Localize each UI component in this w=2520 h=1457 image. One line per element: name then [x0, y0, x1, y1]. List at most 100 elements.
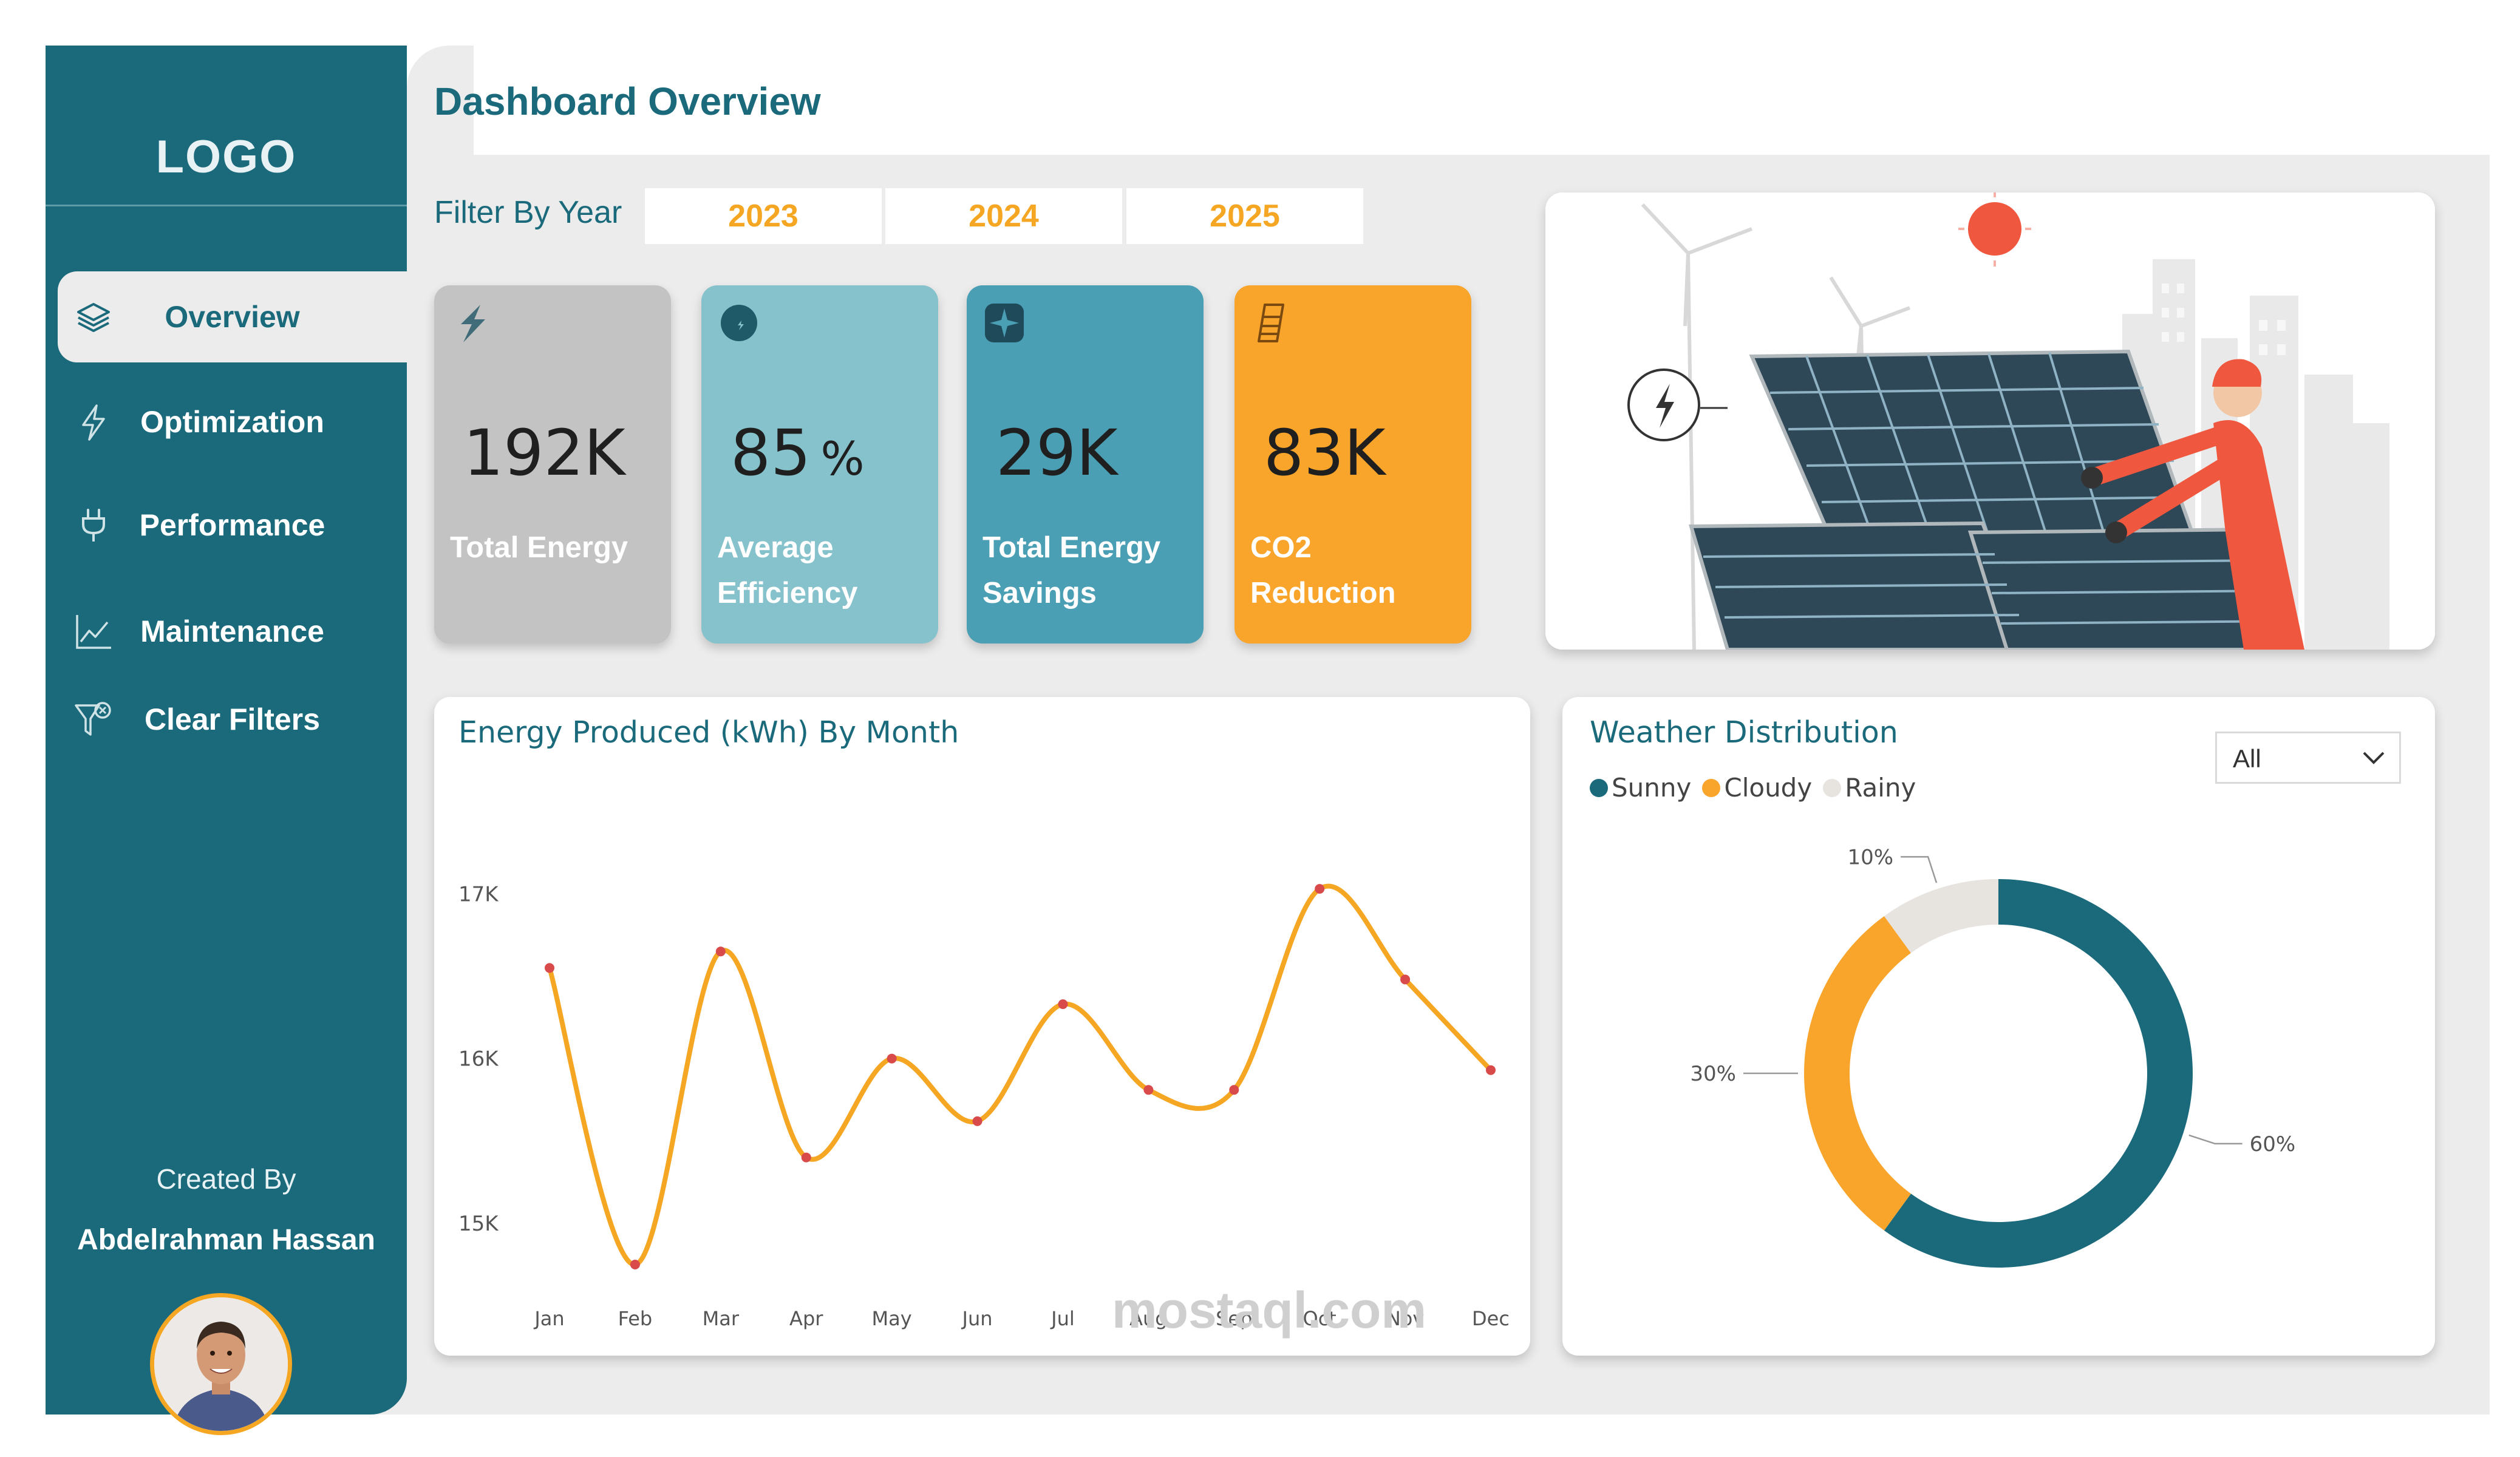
- donut-slice-rainy[interactable]: [1884, 879, 1998, 953]
- person-photo-icon: [154, 1297, 288, 1431]
- kpi-value: 29K: [996, 416, 1118, 490]
- chart-legend: Sunny Cloudy Rainy: [1590, 773, 1927, 803]
- kpi-label: Average Efficiency: [717, 531, 858, 610]
- kpi-total-energy: 192K Total Energy: [434, 285, 671, 644]
- data-label: 30%: [1690, 1062, 1736, 1086]
- chevron-down-icon: [2363, 752, 2385, 764]
- bolt-icon: [82, 404, 105, 441]
- year-filter-2023[interactable]: 2023: [645, 188, 882, 244]
- data-point[interactable]: [1229, 1085, 1239, 1095]
- kpi-number: 85: [730, 416, 811, 490]
- sidebar-item-performance[interactable]: Performance: [58, 480, 407, 571]
- legend-item-sunny[interactable]: Sunny: [1590, 773, 1691, 803]
- weather-donut-chart: 60% 30% 10%: [1690, 845, 2296, 1268]
- battery-icon: [1258, 304, 1284, 342]
- kpi-co2-reduction: 83K CO2 Reduction: [1234, 285, 1471, 644]
- leaf-icon: [721, 305, 757, 341]
- sidebar: LOGO Overview Optimization Performance M…: [46, 46, 407, 1435]
- y-tick-label: 15K: [458, 1212, 499, 1236]
- kpi-label: Total Energy Savings: [982, 531, 1161, 610]
- x-tick-label: Jan: [533, 1307, 564, 1330]
- x-tick-label: Jun: [961, 1307, 993, 1330]
- legend-dot: [1702, 778, 1721, 797]
- card-title: Energy Produced (kWh) By Month: [458, 715, 959, 750]
- kpi-value: 83K: [1264, 416, 1386, 490]
- x-tick-label: Mar: [703, 1307, 740, 1330]
- kpi-label: Total Energy: [450, 531, 628, 564]
- solar-illustration: [1545, 192, 2435, 650]
- sidebar-item-clear-filters[interactable]: Clear Filters: [58, 674, 407, 765]
- data-point[interactable]: [887, 1053, 897, 1064]
- y-tick-label: 16K: [458, 1047, 499, 1072]
- energy-line-chart-card: Energy Produced (kWh) By Month 15K 16K 17K…: [434, 697, 1530, 1356]
- card-title: Weather Distribution: [1590, 715, 1898, 750]
- leader-line: [2188, 1134, 2242, 1145]
- donut-slice-sunny[interactable]: [1884, 879, 2193, 1268]
- data-point[interactable]: [972, 1116, 982, 1126]
- data-label: 10%: [1848, 845, 1894, 869]
- x-tick-label: Sep: [1216, 1307, 1252, 1330]
- x-tick-label: Dec: [1472, 1307, 1510, 1330]
- header-bar: [407, 0, 2520, 155]
- weather-filter-dropdown[interactable]: All: [2215, 732, 2401, 784]
- data-point[interactable]: [1315, 884, 1325, 894]
- sidebar-item-label: Maintenance: [140, 614, 324, 648]
- leader-line: [1901, 856, 1938, 883]
- plug-icon: [82, 509, 105, 542]
- y-tick-label: 17K: [458, 882, 499, 906]
- data-point[interactable]: [801, 1152, 811, 1163]
- data-point[interactable]: [715, 946, 726, 957]
- header-corner: [407, 46, 474, 155]
- data-point[interactable]: [1400, 974, 1411, 985]
- data-label: 60%: [2250, 1132, 2296, 1156]
- legend-dot: [1590, 778, 1608, 797]
- series-line: [547, 883, 1493, 1267]
- energy-line-chart: 15K 16K 17K Jan Feb Mar Apr May Jun Jul Aug Sep Oct N…: [458, 882, 1510, 1330]
- kpi-value: 85%: [730, 416, 865, 490]
- sidebar-item-optimization[interactable]: Optimization: [58, 376, 407, 467]
- donut-slice-cloudy[interactable]: [1804, 916, 1911, 1231]
- solar-panel-worker-illustration: [1545, 192, 2435, 650]
- sidebar-item-label: Overview: [165, 300, 300, 334]
- x-tick-label: Apr: [789, 1307, 823, 1330]
- legend-label: Sunny: [1612, 773, 1692, 803]
- line-chart-icon: [76, 615, 111, 649]
- layers-icon: [77, 303, 110, 332]
- spark-icon: [985, 304, 1024, 342]
- year-filter-2024[interactable]: 2024: [885, 188, 1122, 244]
- bolt-icon: [461, 305, 485, 342]
- avatar: [150, 1293, 292, 1435]
- data-point[interactable]: [545, 963, 554, 973]
- legend-label: Cloudy: [1724, 773, 1813, 803]
- data-point[interactable]: [1058, 999, 1068, 1010]
- kpi-value: 192K: [463, 416, 625, 490]
- sidebar-item-maintenance[interactable]: Maintenance: [58, 586, 407, 677]
- sidebar-item-overview[interactable]: Overview: [58, 271, 407, 362]
- clear-filter-icon: [75, 702, 111, 736]
- data-point[interactable]: [630, 1260, 640, 1269]
- page-title: Dashboard Overview: [434, 80, 821, 123]
- data-point[interactable]: [1143, 1085, 1154, 1095]
- legend-dot: [1823, 778, 1842, 797]
- data-point[interactable]: [1486, 1065, 1496, 1075]
- legend-label: Rainy: [1845, 773, 1916, 803]
- filter-label: Filter By Year: [434, 195, 622, 230]
- sidebar-item-label: Performance: [139, 508, 325, 542]
- weather-distribution-card: Weather Distribution All Sunny Cloudy Ra…: [1562, 697, 2435, 1356]
- x-tick-label: Nov: [1386, 1307, 1424, 1330]
- x-tick-label: Jul: [1050, 1307, 1075, 1330]
- kpi-total-energy-savings: 29K Total Energy Savings: [967, 285, 1204, 644]
- x-tick-label: May: [872, 1307, 912, 1330]
- sidebar-item-label: Optimization: [140, 405, 324, 439]
- year-filter-2025[interactable]: 2025: [1126, 188, 1363, 244]
- kpi-average-efficiency: 85% Average Efficiency: [701, 285, 938, 644]
- legend-item-rainy[interactable]: Rainy: [1823, 773, 1916, 803]
- x-tick-label: Aug: [1129, 1307, 1167, 1330]
- sidebar-item-label: Clear Filters: [144, 702, 320, 736]
- author-name: Abdelrahman Hassan: [77, 1224, 375, 1256]
- kpi-unit: %: [820, 432, 865, 486]
- legend-item-cloudy[interactable]: Cloudy: [1702, 773, 1812, 803]
- x-tick-label: Feb: [618, 1307, 653, 1330]
- created-by-label: Created By: [156, 1163, 296, 1195]
- x-tick-label: Oct: [1303, 1307, 1337, 1330]
